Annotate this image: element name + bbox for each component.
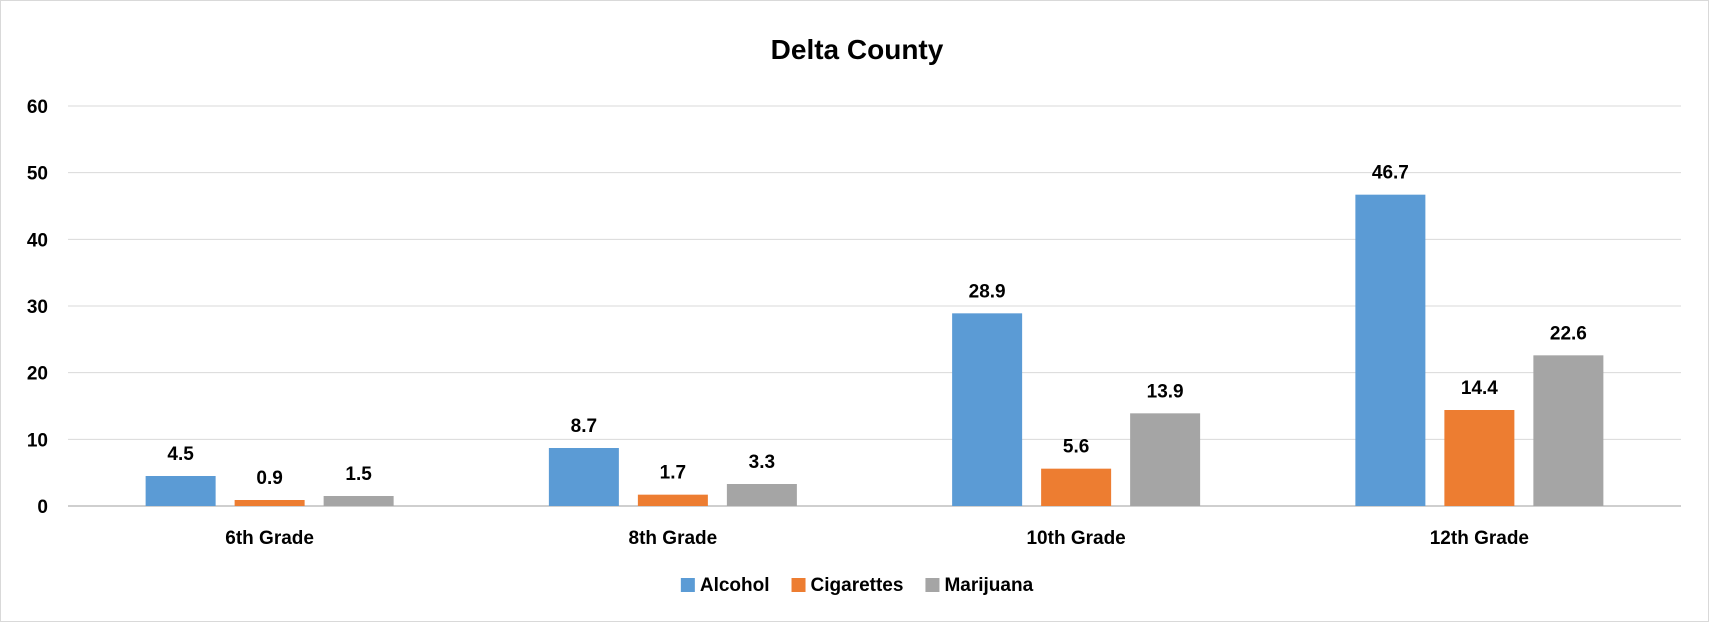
y-tick-label: 20 xyxy=(27,364,48,385)
y-tick-label: 0 xyxy=(37,497,48,518)
gridlines xyxy=(68,105,1681,507)
data-label: 1.7 xyxy=(660,463,686,484)
data-label: 1.5 xyxy=(345,464,372,485)
bar-cigarettes xyxy=(637,494,708,506)
chart-title: Delta County xyxy=(771,34,944,65)
bar-alcohol xyxy=(548,448,619,506)
bar-marijuana xyxy=(323,496,394,506)
legend-label: Marijuana xyxy=(944,575,1033,596)
legend-item-cigarettes: Cigarettes xyxy=(791,575,904,596)
bar-cigarettes xyxy=(234,500,305,506)
data-label: 28.9 xyxy=(969,281,1006,302)
x-tick-label: 6th Grade xyxy=(225,528,314,549)
bar-cigarettes xyxy=(1041,468,1112,506)
x-tick-label: 10th Grade xyxy=(1026,528,1125,549)
x-axis: 6th Grade 8th Grade 10th Grade 12th Grade xyxy=(225,528,1529,549)
legend-label: Alcohol xyxy=(700,575,770,596)
data-label: 46.7 xyxy=(1372,163,1409,184)
data-label: 13.9 xyxy=(1147,381,1184,402)
data-label: 3.3 xyxy=(749,452,775,473)
y-tick-label: 40 xyxy=(27,230,48,251)
data-labels: 4.5 0.9 1.5 8.7 1.7 3.3 28.9 5.6 13.9 46.7 14.4 22.… xyxy=(167,163,1586,489)
y-tick-label: 50 xyxy=(27,164,48,185)
y-tick-label: 30 xyxy=(27,297,48,318)
legend-item-alcohol: Alcohol xyxy=(680,575,770,596)
data-label: 4.5 xyxy=(167,444,194,465)
bar-alcohol xyxy=(952,313,1023,506)
bars xyxy=(145,194,1604,506)
data-label: 22.6 xyxy=(1550,323,1587,344)
bar-alcohol xyxy=(145,476,216,506)
data-label: 8.7 xyxy=(571,416,597,437)
legend-swatch xyxy=(680,578,695,592)
legend-swatch xyxy=(791,578,806,592)
bar-alcohol xyxy=(1355,194,1426,506)
bar-marijuana xyxy=(1533,355,1604,506)
bar-marijuana xyxy=(726,484,797,506)
y-tick-label: 60 xyxy=(27,97,48,118)
data-label: 0.9 xyxy=(256,468,282,489)
data-label: 14.4 xyxy=(1461,378,1498,399)
bar-cigarettes xyxy=(1444,410,1515,506)
legend-swatch xyxy=(925,578,940,592)
x-tick-label: 12th Grade xyxy=(1430,528,1529,549)
legend-item-marijuana: Marijuana xyxy=(925,575,1034,596)
bar-marijuana xyxy=(1130,413,1201,506)
y-tick-label: 10 xyxy=(27,430,48,451)
x-tick-label: 8th Grade xyxy=(629,528,718,549)
legend: Alcohol Cigarettes Marijuana xyxy=(680,575,1034,596)
legend-label: Cigarettes xyxy=(811,575,904,596)
data-label: 5.6 xyxy=(1063,437,1089,458)
y-axis: 0 10 20 30 40 50 60 xyxy=(27,97,48,518)
